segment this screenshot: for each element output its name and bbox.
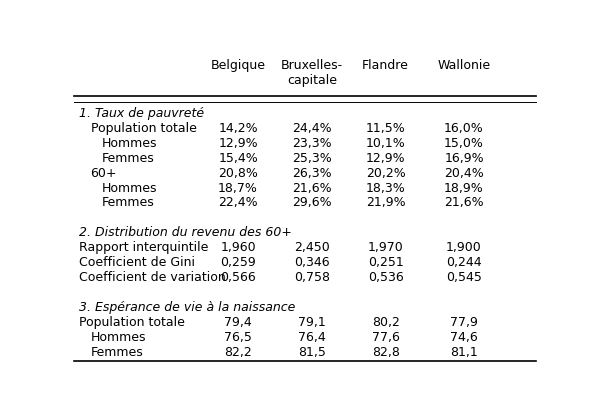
Text: 0,244: 0,244 [446, 256, 482, 269]
Text: 82,8: 82,8 [372, 346, 400, 359]
Text: Wallonie: Wallonie [437, 59, 491, 72]
Text: Rapport interquintile: Rapport interquintile [79, 241, 208, 254]
Text: 60+: 60+ [90, 166, 117, 180]
Text: Coefficient de variation: Coefficient de variation [79, 271, 226, 284]
Text: 3. Espérance de vie à la naissance: 3. Espérance de vie à la naissance [79, 301, 295, 314]
Text: 20,8%: 20,8% [218, 166, 258, 180]
Text: 18,7%: 18,7% [218, 182, 258, 195]
Text: 21,6%: 21,6% [444, 197, 484, 209]
Text: 0,251: 0,251 [368, 256, 403, 269]
Text: 15,0%: 15,0% [444, 137, 484, 150]
Text: 1,960: 1,960 [220, 241, 256, 254]
Text: Hommes: Hommes [102, 137, 158, 150]
Text: Femmes: Femmes [102, 152, 155, 165]
Text: Femmes: Femmes [102, 197, 155, 209]
Text: Bruxelles-
capitale: Bruxelles- capitale [281, 59, 343, 87]
Text: 12,9%: 12,9% [366, 152, 405, 165]
Text: 74,6: 74,6 [450, 331, 478, 344]
Text: 16,9%: 16,9% [444, 152, 484, 165]
Text: 18,3%: 18,3% [366, 182, 406, 195]
Text: 79,4: 79,4 [224, 316, 252, 329]
Text: 20,4%: 20,4% [444, 166, 484, 180]
Text: 76,5: 76,5 [224, 331, 252, 344]
Text: 81,1: 81,1 [450, 346, 478, 359]
Text: 16,0%: 16,0% [444, 122, 484, 135]
Text: 0,566: 0,566 [220, 271, 256, 284]
Text: 25,3%: 25,3% [292, 152, 332, 165]
Text: 0,545: 0,545 [446, 271, 482, 284]
Text: 2. Distribution du revenu des 60+: 2. Distribution du revenu des 60+ [79, 226, 292, 240]
Text: 1,970: 1,970 [368, 241, 403, 254]
Text: Population totale: Population totale [79, 316, 185, 329]
Text: Hommes: Hommes [90, 331, 146, 344]
Text: 24,4%: 24,4% [292, 122, 331, 135]
Text: 21,6%: 21,6% [292, 182, 331, 195]
Text: 77,6: 77,6 [372, 331, 400, 344]
Text: 29,6%: 29,6% [292, 197, 331, 209]
Text: 0,346: 0,346 [294, 256, 330, 269]
Text: Population totale: Population totale [90, 122, 196, 135]
Text: 12,9%: 12,9% [218, 137, 258, 150]
Text: 81,5: 81,5 [298, 346, 326, 359]
Text: 10,1%: 10,1% [366, 137, 406, 150]
Text: 14,2%: 14,2% [218, 122, 258, 135]
Text: 20,2%: 20,2% [366, 166, 406, 180]
Text: 26,3%: 26,3% [292, 166, 331, 180]
Text: 2,450: 2,450 [294, 241, 330, 254]
Text: 22,4%: 22,4% [218, 197, 258, 209]
Text: Coefficient de Gini: Coefficient de Gini [79, 256, 195, 269]
Text: 1,900: 1,900 [446, 241, 482, 254]
Text: 18,9%: 18,9% [444, 182, 484, 195]
Text: 82,2: 82,2 [224, 346, 252, 359]
Text: 11,5%: 11,5% [366, 122, 406, 135]
Text: 0,758: 0,758 [294, 271, 330, 284]
Text: 21,9%: 21,9% [366, 197, 405, 209]
Text: 79,1: 79,1 [298, 316, 325, 329]
Text: Flandre: Flandre [362, 59, 409, 72]
Text: Femmes: Femmes [90, 346, 143, 359]
Text: 1. Taux de pauvreté: 1. Taux de pauvreté [79, 107, 204, 120]
Text: 15,4%: 15,4% [218, 152, 258, 165]
Text: 0,259: 0,259 [220, 256, 256, 269]
Text: 77,9: 77,9 [450, 316, 478, 329]
Text: Hommes: Hommes [102, 182, 158, 195]
Text: 76,4: 76,4 [298, 331, 325, 344]
Text: 0,536: 0,536 [368, 271, 403, 284]
Text: Belgique: Belgique [211, 59, 265, 72]
Text: 80,2: 80,2 [372, 316, 400, 329]
Text: 23,3%: 23,3% [292, 137, 331, 150]
